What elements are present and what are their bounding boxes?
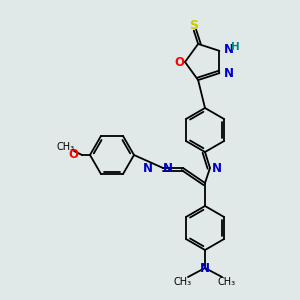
Text: CH₃: CH₃ bbox=[218, 277, 236, 287]
Text: S: S bbox=[189, 19, 198, 32]
Text: H: H bbox=[231, 42, 240, 52]
Text: N: N bbox=[224, 43, 234, 56]
Text: N: N bbox=[212, 161, 222, 175]
Text: O: O bbox=[174, 56, 184, 68]
Text: N: N bbox=[224, 67, 234, 80]
Text: N: N bbox=[200, 262, 210, 275]
Text: CH₃: CH₃ bbox=[57, 142, 75, 152]
Text: N: N bbox=[143, 161, 153, 175]
Text: O: O bbox=[68, 148, 78, 161]
Text: CH₃: CH₃ bbox=[174, 277, 192, 287]
Text: N: N bbox=[163, 161, 173, 175]
